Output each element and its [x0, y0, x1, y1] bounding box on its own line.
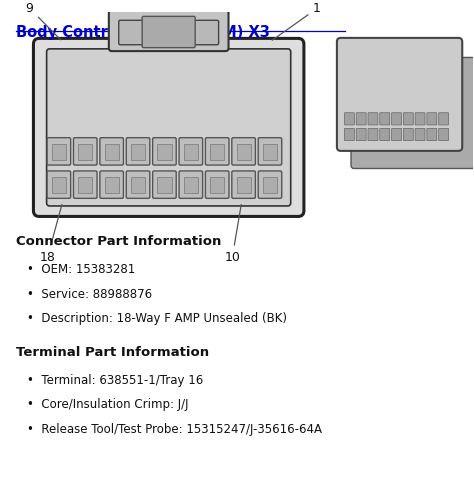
Text: •  Description: 18-Way F AMP Unsealed (BK): • Description: 18-Way F AMP Unsealed (BK…: [27, 312, 287, 325]
FancyBboxPatch shape: [46, 49, 291, 206]
FancyBboxPatch shape: [232, 138, 255, 165]
FancyBboxPatch shape: [47, 138, 71, 165]
FancyBboxPatch shape: [153, 171, 176, 198]
Text: 18: 18: [40, 204, 62, 264]
FancyBboxPatch shape: [345, 113, 355, 125]
FancyBboxPatch shape: [438, 128, 448, 141]
FancyBboxPatch shape: [179, 171, 202, 198]
FancyBboxPatch shape: [109, 10, 228, 51]
FancyBboxPatch shape: [100, 171, 123, 198]
Bar: [157, 177, 172, 193]
Bar: [210, 177, 224, 193]
FancyBboxPatch shape: [258, 171, 282, 198]
FancyBboxPatch shape: [337, 38, 462, 151]
FancyBboxPatch shape: [205, 171, 229, 198]
Text: 10: 10: [224, 205, 241, 264]
Bar: [237, 177, 251, 193]
FancyBboxPatch shape: [100, 138, 123, 165]
FancyBboxPatch shape: [73, 138, 97, 165]
FancyBboxPatch shape: [34, 38, 304, 216]
Bar: [131, 177, 145, 193]
FancyBboxPatch shape: [380, 128, 390, 141]
FancyBboxPatch shape: [179, 138, 202, 165]
FancyBboxPatch shape: [427, 128, 437, 141]
Bar: [105, 177, 118, 193]
Text: Body Control Module (BCM) X3: Body Control Module (BCM) X3: [16, 25, 269, 40]
FancyBboxPatch shape: [126, 138, 150, 165]
Bar: [184, 144, 198, 159]
FancyBboxPatch shape: [118, 20, 219, 45]
Bar: [237, 144, 251, 159]
Text: •  OEM: 15383281: • OEM: 15383281: [27, 264, 136, 276]
FancyBboxPatch shape: [438, 113, 448, 125]
Text: Connector Part Information: Connector Part Information: [16, 235, 221, 248]
Text: 9: 9: [26, 2, 61, 40]
FancyBboxPatch shape: [47, 171, 71, 198]
Bar: [263, 144, 277, 159]
Bar: [263, 177, 277, 193]
FancyBboxPatch shape: [205, 138, 229, 165]
FancyBboxPatch shape: [345, 128, 355, 141]
Text: •  Release Tool/Test Probe: 15315247/J-35616-64A: • Release Tool/Test Probe: 15315247/J-35…: [27, 423, 322, 436]
Bar: [78, 177, 92, 193]
FancyBboxPatch shape: [153, 138, 176, 165]
Bar: [52, 177, 66, 193]
FancyBboxPatch shape: [232, 171, 255, 198]
FancyBboxPatch shape: [258, 138, 282, 165]
FancyBboxPatch shape: [142, 17, 195, 48]
Bar: [157, 144, 172, 159]
Text: •  Core/Insulation Crimp: J/J: • Core/Insulation Crimp: J/J: [27, 398, 189, 411]
Text: 1: 1: [272, 2, 321, 40]
FancyBboxPatch shape: [368, 113, 378, 125]
FancyBboxPatch shape: [427, 113, 437, 125]
Text: Terminal Part Information: Terminal Part Information: [16, 346, 209, 359]
FancyBboxPatch shape: [351, 57, 474, 169]
FancyBboxPatch shape: [126, 171, 150, 198]
Bar: [131, 144, 145, 159]
FancyBboxPatch shape: [73, 171, 97, 198]
FancyBboxPatch shape: [356, 128, 366, 141]
Bar: [105, 144, 118, 159]
FancyBboxPatch shape: [403, 113, 413, 125]
FancyBboxPatch shape: [415, 113, 425, 125]
FancyBboxPatch shape: [392, 113, 401, 125]
Bar: [184, 177, 198, 193]
Bar: [52, 144, 66, 159]
Bar: [210, 144, 224, 159]
Text: •  Service: 88988876: • Service: 88988876: [27, 288, 153, 301]
Bar: [78, 144, 92, 159]
FancyBboxPatch shape: [403, 128, 413, 141]
FancyBboxPatch shape: [380, 113, 390, 125]
FancyBboxPatch shape: [415, 128, 425, 141]
Text: •  Terminal: 638551-1/Tray 16: • Terminal: 638551-1/Tray 16: [27, 374, 203, 387]
FancyBboxPatch shape: [392, 128, 401, 141]
FancyBboxPatch shape: [368, 128, 378, 141]
FancyBboxPatch shape: [356, 113, 366, 125]
